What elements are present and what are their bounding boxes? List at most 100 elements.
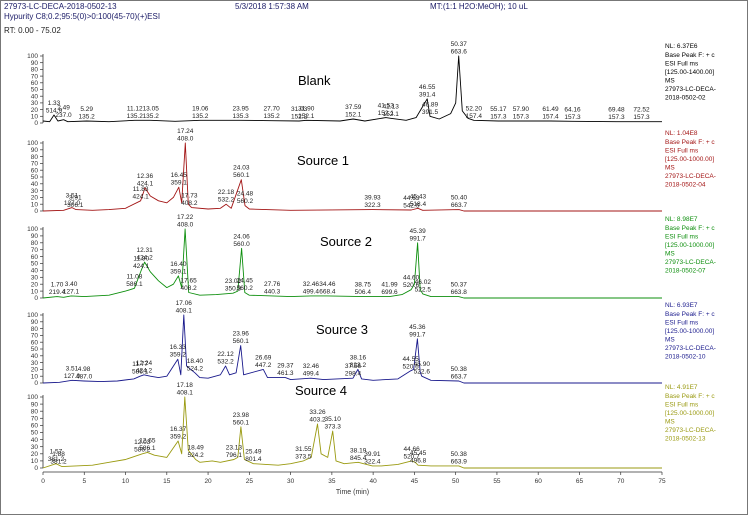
y-tick-label: 0 [34,120,38,127]
peak-rt-label: 41.53 [378,103,395,110]
peak-mz-label: 823.2 [350,362,367,369]
peak-mz-label: 298.4 [345,371,362,378]
peak-rt-label: 41.99 [381,282,398,289]
peak-rt-label: 27.70 [263,106,280,113]
scan-info-line: ESI Full ms [665,402,699,409]
peak-mz-label: 322.4 [364,458,381,465]
y-tick-label: 10 [31,201,39,208]
y-tick-label: 40 [31,93,39,100]
peak-rt-label: 52.20 [466,105,483,112]
peak-rt-label: 17.06 [176,300,193,307]
peak-rt-label: 23.95 [233,105,250,112]
y-tick-label: 60 [31,167,39,174]
peak-rt-label: 45.90 [414,361,431,368]
y-tick-label: 20 [31,367,39,374]
peak-mz-label: 135.2 [192,113,209,120]
peak-mz-label: 127.0 [64,200,81,207]
y-tick-label: 80 [31,326,39,333]
nl-label: NL: 6.37E6 [665,43,698,50]
y-tick-label: 20 [31,195,39,202]
y-tick-label: 60 [31,339,39,346]
peak-mz-label: 560.2 [237,285,254,292]
scan-info-line: 27973-LC-DECA- [665,173,716,180]
trace-line [42,142,662,212]
peak-mz-label: 359.1 [171,180,188,187]
scan-info-line: ESI Full ms [665,320,699,327]
peak-rt-label: 25.49 [245,449,262,456]
x-tick-label: 25 [246,478,254,485]
scan-info-line: MS [665,165,675,172]
x-tick-label: 5 [82,478,86,485]
peak-mz-label: 522.6 [414,369,431,376]
peak-mz-label: 560.2 [237,198,254,205]
y-tick-label: 30 [31,275,39,282]
y-tick-label: 60 [31,423,39,430]
peak-rt-label: 38.16 [350,354,367,361]
peak-mz-label: 359.2 [170,434,187,441]
peak-mz-label: 520.6 [403,282,420,289]
peak-mz-label: 560.1 [233,419,250,426]
peak-rt-label: 22.12 [217,351,234,358]
peak-mz-label: 461.3 [277,370,294,377]
y-tick-label: 30 [31,444,39,451]
peak-mz-label: 135.2 [127,113,144,120]
scan-info-line: 27973-LC-DECA- [665,427,716,434]
y-tick-label: 70 [31,333,39,340]
x-tick-label: 60 [535,478,543,485]
peak-mz-label: 127.1 [63,288,80,295]
peak-rt-label: 17.65 [181,277,198,284]
y-tick-label: 0 [34,380,38,387]
scan-info-line: [125.00-1000.00] [665,242,714,249]
peak-mz-label: 542.5 [403,202,420,209]
peak-rt-label: 72.52 [633,107,650,114]
peak-mz-label: 586.1 [139,445,156,452]
scan-info-line: [125.00-1400.00] [665,69,714,76]
peak-rt-label: 16.40 [170,261,187,268]
peak-rt-label: 50.40 [451,195,468,202]
peak-mz-label: 518.4 [410,201,427,208]
y-tick-label: 50 [31,430,39,437]
peak-rt-label: 11.08 [127,273,143,280]
x-tick-label: 65 [576,478,584,485]
peak-mz-label: 219.4 [49,289,66,296]
peak-rt-label: 37.59 [345,104,362,111]
peak-rt-label: 38.19 [350,447,367,454]
scan-info-line: ESI Full ms [665,148,699,155]
y-tick-label: 80 [31,67,39,74]
peak-rt-label: 18.49 [187,444,204,451]
peak-mz-label: 157.4 [466,113,483,120]
peak-rt-label: 11.83 [133,186,149,193]
peak-rt-label: 33.26 [309,409,326,416]
x-tick-label: 40 [370,478,378,485]
nl-label: NL: 4.91E7 [665,384,698,391]
scan-info-line: ESI Full ms [665,61,699,68]
peak-mz-label: 801.4 [245,456,262,463]
y-tick-label: 80 [31,154,39,161]
peak-mz-label: 408.1 [177,390,194,397]
peak-rt-label: 45.43 [410,193,427,200]
peak-rt-label: 22.18 [218,189,235,196]
peak-rt-label: 55.17 [490,106,507,113]
peak-rt-label: 16.33 [170,344,187,351]
peak-mz-label: 135.2 [143,113,160,120]
peak-rt-label: 46.55 [419,84,436,91]
peak-rt-label: 11.12 [127,105,143,112]
peak-mz-label: 350.3 [225,286,242,293]
peak-rt-label: 44.63 [403,195,420,202]
x-tick-label: 35 [328,478,336,485]
panel-title: Blank [298,73,331,88]
peak-mz-label: 408.0 [177,222,194,229]
x-tick-label: 55 [493,478,501,485]
y-tick-label: 10 [31,373,39,380]
y-tick-label: 100 [27,140,38,147]
peak-rt-label: 17.18 [177,382,194,389]
y-tick-label: 30 [31,360,39,367]
panel-title: Source 3 [316,322,368,337]
y-tick-label: 20 [31,281,39,288]
peak-rt-label: 32.46 [303,363,320,370]
x-tick-label: 75 [658,478,666,485]
peak-mz-label: 381.2 [50,458,67,465]
panel-source-4: 01020304050607080901001.57381.21.88381.2… [27,382,716,472]
y-tick-label: 10 [31,288,39,295]
peak-rt-label: 45.39 [409,228,426,235]
